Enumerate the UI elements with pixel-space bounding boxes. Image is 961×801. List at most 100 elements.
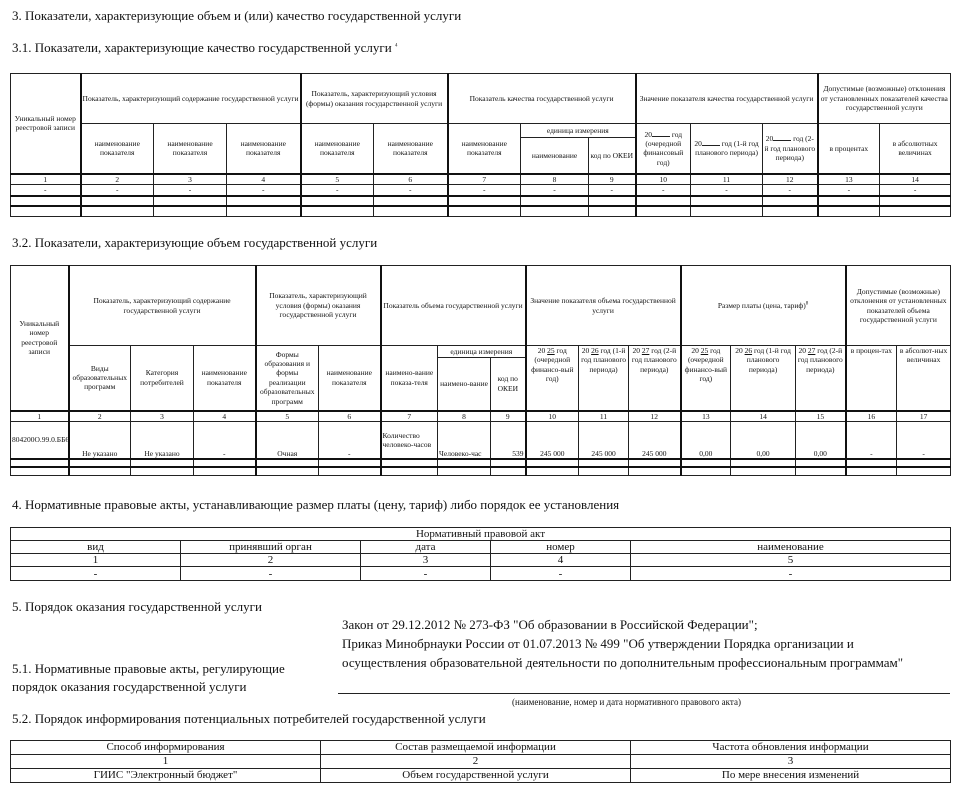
h-volume: Показатель объема государственной услуги	[379, 265, 527, 346]
column-header: Состав размещаемой информации	[320, 740, 631, 755]
h-y11: 20 26 год (1-й год планового периода)	[578, 345, 630, 411]
empty-cell	[628, 458, 682, 468]
act-line: Закон от 29.12.2012 № 273-ФЗ "Об образов…	[342, 617, 758, 632]
table-cell: 245 000	[524, 420, 580, 460]
h-value: Значение показателя качества государстве…	[634, 73, 819, 124]
fee-acts-table: Нормативный правовой акт вид принявший ор…	[10, 526, 951, 582]
yr-val: 25	[700, 346, 709, 356]
column-number: 3	[360, 553, 491, 568]
column-number: 4	[192, 409, 257, 422]
table-cell: -	[153, 183, 227, 197]
table-cell: -	[762, 183, 819, 197]
empty-cell	[844, 458, 898, 468]
h-c5: Формы образования и формы реализации обр…	[254, 345, 320, 411]
table-cell: 0,00	[679, 420, 732, 460]
table-cell: -	[225, 183, 302, 197]
h-name: наименование показателя	[299, 123, 375, 174]
column-header: наименование	[630, 540, 951, 555]
empty-cell	[299, 195, 375, 207]
column-number: 2	[320, 754, 631, 769]
empty-cell	[762, 195, 819, 207]
empty-cell	[896, 458, 952, 468]
table-cell: -	[10, 183, 81, 197]
empty-cell	[490, 458, 527, 468]
empty-cell	[130, 458, 194, 468]
h-year-1: 20 год (очередной финансовый год)	[634, 123, 692, 174]
column-number: 8	[520, 172, 590, 185]
table-cell: Очная	[254, 420, 320, 460]
empty-cell	[679, 458, 732, 468]
empty-cell	[153, 195, 227, 207]
table-cell: -	[690, 183, 764, 197]
column-number: 17	[896, 409, 952, 422]
empty-cell	[446, 195, 522, 207]
h-c6: наименование показателя	[318, 345, 382, 411]
column-number: 6	[373, 172, 449, 185]
yr-label: год (1-й год планового периода)	[581, 346, 626, 374]
informing-table: Способ информирования Состав размещаемой …	[10, 740, 951, 783]
column-number: 15	[795, 409, 847, 422]
table-cell: Количество человеко-часов	[379, 420, 439, 460]
title-text: 3.1. Показатели, характеризующие качеств…	[12, 40, 392, 55]
yr: 20	[537, 346, 546, 356]
table-cell: Человеко-час	[437, 420, 492, 460]
column-number: 13	[816, 172, 881, 185]
empty-cell	[10, 195, 81, 207]
table-cell: 804200О.99.0.ББ60АБ20001	[10, 420, 69, 460]
column-number: 2	[180, 553, 361, 568]
section-5-title: 5. Порядок оказания государственной услу…	[12, 599, 262, 614]
empty-cell	[254, 458, 320, 468]
column-number: 12	[762, 172, 819, 185]
h-unique: Уникальный номер реестровой записи	[10, 73, 81, 174]
h-fee: Размер платы (цена, тариф)8	[679, 265, 847, 346]
column-number: 6	[318, 409, 382, 422]
yr-label: год (очередной финансовый год)	[643, 129, 684, 167]
yr: 20	[644, 129, 652, 139]
column-number: 5	[299, 172, 375, 185]
empty-cell	[730, 466, 797, 476]
empty-cell	[299, 205, 375, 217]
table-cell: -	[299, 183, 375, 197]
table-cell: ГИИС "Электронный бюджет"	[10, 768, 321, 783]
h-c7: наимено-вание показа-теля	[379, 345, 439, 411]
label-line: 5.1. Нормативные правовые акты, регулиру…	[12, 661, 285, 676]
h-c9: код по ОКЕИ	[490, 357, 527, 411]
empty-cell	[588, 195, 637, 207]
column-header: номер	[490, 540, 631, 555]
h-y12: 20 27 год (2-й год планового периода)	[628, 345, 682, 411]
yr-label: год (2-й год планового периода)	[797, 346, 843, 374]
h-quality: Показатель качества государственной услу…	[446, 73, 637, 124]
empty-cell	[318, 458, 382, 468]
yr-label: год (2-й год планового периода)	[764, 134, 816, 162]
empty-cell	[795, 466, 847, 476]
yr-val: 27	[807, 346, 816, 356]
column-number: 3	[153, 172, 227, 185]
yr: 20	[632, 346, 640, 356]
empty-cell	[225, 205, 302, 217]
table-cell: Объем государственной услуги	[320, 768, 631, 783]
h-act: Нормативный правовой акт	[10, 526, 951, 542]
normative-acts: Закон от 29.12.2012 № 273-ФЗ "Об образов…	[342, 615, 903, 672]
empty-cell	[588, 205, 637, 217]
empty-cell	[795, 458, 847, 468]
table-cell: -	[896, 420, 952, 460]
table-cell: -	[318, 420, 382, 460]
act-line: осуществления образовательной деятельнос…	[342, 655, 904, 670]
empty-cell	[524, 458, 580, 468]
yr-label: год (1-й год планового периода)	[746, 346, 791, 374]
table-cell: -	[630, 566, 951, 582]
table-cell: Не указано	[130, 420, 194, 460]
empty-cell	[437, 466, 492, 476]
h-c2: Виды образовательных программ	[67, 345, 131, 411]
empty-cell	[520, 195, 590, 207]
table-cell: 0,00	[730, 420, 797, 460]
table-cell: -	[79, 183, 154, 197]
yr-label: год (2-й год планового периода)	[631, 346, 677, 374]
column-number: 2	[67, 409, 131, 422]
column-number: 12	[628, 409, 682, 422]
h-value: Значение показателя объема государственн…	[524, 265, 682, 346]
table-cell: Не указано	[67, 420, 131, 460]
empty-cell	[254, 466, 320, 476]
h-deviation: Допустимые (возможные) отклонения от уст…	[816, 73, 952, 124]
table-cell: -	[816, 183, 881, 197]
